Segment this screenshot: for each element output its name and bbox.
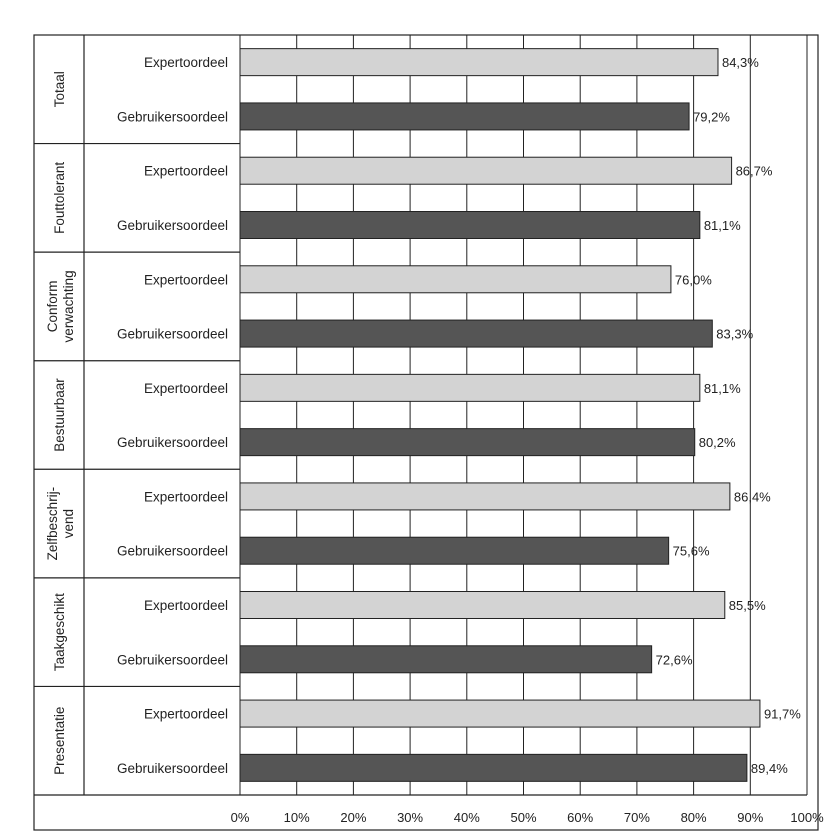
data-label: 81,1%	[704, 218, 741, 233]
data-label: 76,0%	[675, 272, 712, 287]
group-label: Bestuurbaar	[52, 378, 67, 452]
data-label: 86,4%	[734, 489, 771, 504]
bar-gebruikersoordeel	[240, 103, 689, 130]
x-tick-label: 40%	[454, 810, 480, 825]
bar-gebruikersoordeel	[240, 646, 652, 673]
bar-gebruikersoordeel	[240, 429, 695, 456]
x-tick-label: 60%	[567, 810, 593, 825]
data-label: 83,3%	[716, 327, 753, 342]
group-label: Fouttolerant	[52, 162, 67, 234]
row-label: Gebruikersoordeel	[117, 761, 228, 776]
row-label: Expertoordeel	[144, 598, 228, 613]
row-label: Gebruikersoordeel	[117, 435, 228, 450]
x-tick-label: 30%	[397, 810, 423, 825]
x-tick-label: 90%	[737, 810, 763, 825]
group-label: Taakgeschikt	[52, 593, 67, 671]
row-label: Expertoordeel	[144, 707, 228, 722]
row-label: Gebruikersoordeel	[117, 544, 228, 559]
bar-expertoordeel	[240, 157, 732, 184]
data-label: 79,2%	[693, 109, 730, 124]
row-label: Expertoordeel	[144, 381, 228, 396]
data-label: 91,7%	[764, 707, 801, 722]
bar-expertoordeel	[240, 374, 700, 401]
grid-lines	[240, 35, 807, 795]
row-label: Gebruikersoordeel	[117, 327, 228, 342]
row-label: Gebruikersoordeel	[117, 109, 228, 124]
data-label: 89,4%	[751, 761, 788, 776]
x-tick-label: 100%	[790, 810, 824, 825]
bar-gebruikersoordeel	[240, 320, 712, 347]
bar-expertoordeel	[240, 592, 725, 619]
group-label: Presentatie	[52, 707, 67, 775]
x-tick-label: 10%	[284, 810, 310, 825]
x-axis-ticks: 0% 10% 20% 30% 40% 50% 60% 70% 80% 90% 100%	[231, 810, 824, 825]
bar-gebruikersoordeel	[240, 754, 747, 781]
x-tick-label: 80%	[681, 810, 707, 825]
x-tick-label: 70%	[624, 810, 650, 825]
row-label: Gebruikersoordeel	[117, 652, 228, 667]
bar-gebruikersoordeel	[240, 212, 700, 239]
row-label: Expertoordeel	[144, 164, 228, 179]
data-label: 84,3%	[722, 55, 759, 70]
data-label: 85,5%	[729, 598, 766, 613]
group-label: Conformverwachting	[45, 270, 76, 342]
group-label: Zelfbeschrij-vend	[45, 487, 76, 561]
data-label: 72,6%	[656, 652, 693, 667]
bar-expertoordeel	[240, 266, 671, 293]
bar-expertoordeel	[240, 700, 760, 727]
bar-expertoordeel	[240, 483, 730, 510]
x-tick-label: 0%	[231, 810, 250, 825]
x-tick-label: 50%	[510, 810, 536, 825]
bar-expertoordeel	[240, 49, 718, 76]
row-label: Expertoordeel	[144, 272, 228, 287]
row-label: Expertoordeel	[144, 55, 228, 70]
data-label: 86,7%	[736, 164, 773, 179]
row-label: Expertoordeel	[144, 489, 228, 504]
data-label: 80,2%	[699, 435, 736, 450]
bars	[240, 49, 760, 782]
bar-gebruikersoordeel	[240, 537, 669, 564]
data-label: 75,6%	[673, 544, 710, 559]
group-label: Totaal	[52, 71, 67, 107]
data-label: 81,1%	[704, 381, 741, 396]
row-label: Gebruikersoordeel	[117, 218, 228, 233]
x-tick-label: 20%	[340, 810, 366, 825]
group-separators	[34, 35, 807, 795]
